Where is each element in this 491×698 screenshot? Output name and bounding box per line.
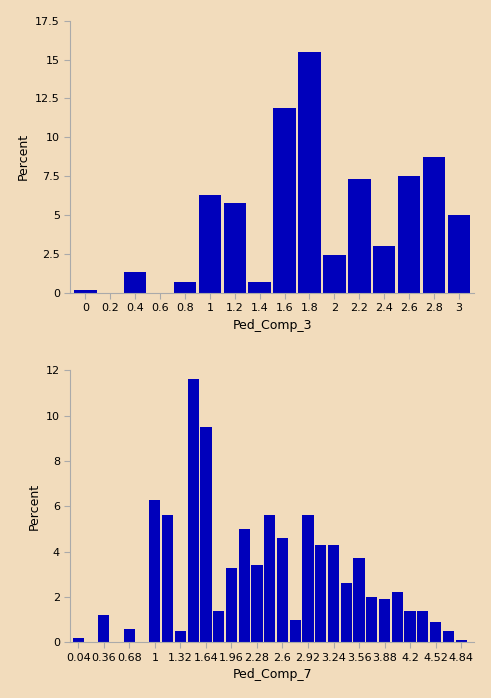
Y-axis label: Percent: Percent [17,133,29,180]
X-axis label: Ped_Comp_3: Ped_Comp_3 [232,319,312,332]
Bar [366,597,378,642]
Bar [323,255,346,292]
Bar [223,202,246,292]
Bar [248,282,271,292]
Bar [251,565,263,642]
Bar [162,515,173,642]
Bar [298,52,321,292]
Bar [149,500,161,642]
Bar [456,640,466,642]
Bar [124,629,135,642]
Bar [290,620,301,642]
Bar [226,567,237,642]
Bar [174,282,196,292]
Bar [405,611,416,642]
Bar [188,380,199,642]
Bar [74,290,97,292]
Bar [430,622,441,642]
Y-axis label: Percent: Percent [27,483,40,530]
Bar [373,246,395,292]
Bar [423,158,445,292]
Bar [124,272,146,292]
Bar [443,631,454,642]
Bar [341,584,352,642]
Bar [348,179,371,292]
Bar [98,615,109,642]
Bar [200,427,212,642]
Bar [448,215,470,292]
X-axis label: Ped_Comp_7: Ped_Comp_7 [232,668,312,681]
Bar [264,515,275,642]
Bar [392,593,403,642]
Bar [199,195,221,292]
Bar [379,600,390,642]
Bar [417,611,429,642]
Bar [302,515,314,642]
Bar [239,529,250,642]
Bar [273,107,296,292]
Bar [73,638,84,642]
Bar [398,176,420,292]
Bar [315,545,327,642]
Bar [354,558,365,642]
Bar [175,631,186,642]
Bar [328,545,339,642]
Bar [277,538,288,642]
Bar [213,611,224,642]
